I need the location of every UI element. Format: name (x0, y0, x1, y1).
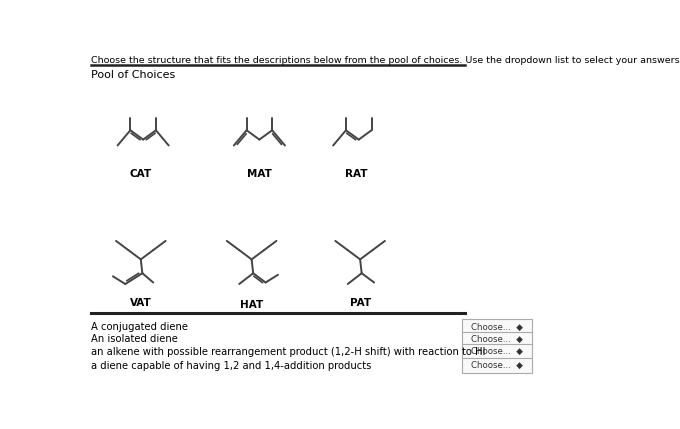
FancyBboxPatch shape (462, 320, 532, 335)
Text: Choose...  ◆: Choose... ◆ (471, 335, 523, 344)
Text: An isolated diene: An isolated diene (91, 335, 178, 344)
Text: VAT: VAT (130, 298, 152, 308)
Text: Pool of Choices: Pool of Choices (91, 70, 175, 80)
Text: HAT: HAT (240, 300, 263, 310)
Text: Choose...  ◆: Choose... ◆ (471, 347, 523, 356)
Text: CAT: CAT (130, 169, 152, 178)
Text: Choose...  ◆: Choose... ◆ (471, 361, 523, 370)
Text: a diene capable of having 1,2 and 1,4-addition products: a diene capable of having 1,2 and 1,4-ad… (91, 361, 371, 371)
FancyBboxPatch shape (462, 332, 532, 347)
Text: Choose...  ◆: Choose... ◆ (471, 323, 523, 332)
Text: Choose the structure that fits the descriptions below from the pool of choices. : Choose the structure that fits the descr… (91, 56, 680, 65)
Text: PAT: PAT (350, 298, 371, 308)
Text: MAT: MAT (247, 169, 272, 178)
FancyBboxPatch shape (462, 344, 532, 360)
FancyBboxPatch shape (462, 358, 532, 373)
Text: A conjugated diene: A conjugated diene (91, 322, 188, 332)
Text: an alkene with possible rearrangement product (1,2-H shift) with reaction to HI: an alkene with possible rearrangement pr… (91, 347, 486, 357)
Text: RAT: RAT (345, 169, 367, 178)
